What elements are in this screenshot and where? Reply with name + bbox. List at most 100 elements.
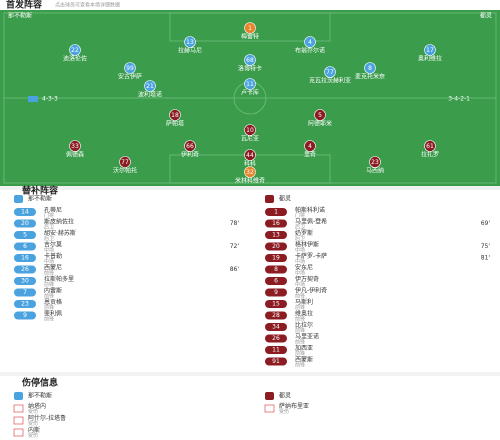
bench-name[interactable]: 加西亚 [295, 344, 313, 352]
bench-name[interactable]: 伊万契奇 [295, 275, 319, 283]
player-token[interactable] [169, 109, 181, 121]
bench-name[interactable]: 马里佩-登希 [295, 218, 327, 226]
injury-icon [264, 404, 275, 413]
bench-position: 门将 [295, 212, 305, 219]
bench-name[interactable]: 马斯利 [295, 298, 313, 306]
bench-name[interactable]: 格林伊斯 [295, 241, 319, 249]
player-number: 1 [248, 25, 252, 32]
divider [0, 372, 500, 376]
header-bg [0, 0, 500, 10]
player-name: 奥利维拉 [418, 55, 442, 63]
bench-name[interactable]: 胡安·赫苏斯 [44, 229, 76, 237]
player-token[interactable] [304, 140, 316, 152]
bench-name[interactable]: 卡普勒 [44, 252, 62, 260]
player-token[interactable] [369, 156, 381, 168]
player-number: 61 [426, 143, 434, 150]
player-token[interactable] [184, 140, 196, 152]
injury-name: 阿什尔-拉塔鲁 [28, 414, 66, 422]
bench-name[interactable]: 斯皮纳佐拉 [44, 218, 74, 226]
player-name: 伊利奇 [181, 151, 199, 159]
team-name: 都灵 [279, 392, 291, 400]
bench-position: 后卫 [44, 235, 54, 242]
player-token[interactable] [144, 80, 156, 92]
player-name: 拉扎罗 [421, 151, 439, 159]
bench-number: 13 [272, 232, 280, 239]
player-number: 21 [146, 83, 154, 90]
bench-name[interactable]: 拉斯帕多里 [44, 275, 74, 283]
player-name: 迪洛伦佐 [63, 55, 87, 63]
player-token[interactable] [364, 62, 376, 74]
bench-number: 5 [23, 232, 27, 239]
player-token[interactable] [314, 109, 326, 121]
player-number: 77 [121, 159, 129, 166]
player-number: 32 [246, 169, 254, 176]
bench-position: 前锋 [44, 304, 54, 311]
player-token[interactable] [244, 124, 256, 136]
bench-number: 23 [21, 301, 29, 308]
bench-name[interactable]: 维奥拉 [295, 310, 313, 318]
player-name: 布翁乔尔诺 [295, 47, 325, 55]
player-token[interactable] [69, 140, 81, 152]
player-token[interactable] [304, 36, 316, 48]
bench-position: 中场 [295, 270, 305, 277]
player-name: 米林科维奇 [235, 177, 265, 185]
bench-position: 前锋 [44, 270, 54, 277]
bench-number: 91 [272, 358, 280, 365]
player-token[interactable] [424, 140, 436, 152]
player-token[interactable] [244, 54, 256, 66]
bench-number-pill [265, 357, 287, 366]
sub-time: 86' [230, 266, 240, 273]
bench-name[interactable]: 帕斯科利诺 [295, 206, 325, 214]
bench-position: 中场 [44, 247, 54, 254]
player-token[interactable] [244, 78, 256, 90]
away-team-label: 都灵 [480, 12, 492, 20]
bench-position: 前锋 [44, 281, 54, 288]
player-token[interactable] [184, 36, 196, 48]
bench-position: 中场 [295, 281, 305, 288]
bench-number: 8 [274, 266, 278, 273]
player-token[interactable] [244, 166, 256, 178]
bench-number-pill [14, 277, 36, 285]
bench-position: 前锋 [295, 362, 305, 369]
bench-name[interactable]: 安东尼 [295, 264, 313, 272]
player-token[interactable] [124, 62, 136, 74]
bench-number: 1 [274, 209, 278, 216]
bench-name[interactable]: 伊凡-伊利奇 [295, 287, 327, 295]
bench-name[interactable]: 西蒙斯 [295, 356, 313, 364]
bench-number: 26 [272, 335, 280, 342]
player-name: 萨帕塔 [166, 120, 184, 128]
bench-name[interactable]: 恩贡格 [44, 298, 62, 306]
player-name: 梅雷特 [241, 33, 259, 41]
bench-name[interactable]: 孔蒂尼 [44, 206, 62, 214]
player-token[interactable] [244, 149, 256, 161]
bench-name[interactable]: 马里亚诺 [295, 333, 319, 341]
bench-number: 14 [21, 209, 29, 216]
bench-position: 中场 [44, 258, 54, 265]
bench-name[interactable]: 吉尔莫 [44, 241, 62, 249]
bench-name[interactable]: 西蒙尼 [44, 264, 62, 272]
sub-time: 81' [481, 255, 491, 262]
player-token[interactable] [424, 44, 436, 56]
bench-position: 中场 [295, 247, 305, 254]
player-number: 8 [368, 65, 372, 72]
bench-number: 15 [272, 301, 280, 308]
player-token[interactable] [324, 66, 336, 78]
bench-name[interactable]: 卡萨罗-卡萨 [295, 252, 327, 260]
bench-number-pill [14, 311, 36, 320]
bench-name[interactable]: 内雷斯 [44, 287, 62, 295]
bench-name[interactable]: 比拉尔 [295, 321, 313, 329]
pitch-lines [3, 12, 497, 184]
injury-reason: 受伤 [28, 420, 38, 427]
player-token[interactable] [119, 156, 131, 168]
sub-time: 78' [230, 220, 240, 227]
bench-position: 前锋 [295, 327, 305, 334]
player-token[interactable] [69, 44, 81, 56]
player-name: 科科 [244, 160, 256, 168]
bench-position: 门将 [44, 212, 54, 219]
bench-name[interactable]: 斐利佩 [44, 310, 62, 318]
player-number: 22 [71, 47, 79, 54]
bench-name[interactable]: 奶罗斯 [295, 229, 313, 237]
player-token[interactable] [244, 22, 256, 34]
sub-time: 69' [481, 220, 491, 227]
bench-number-pill [14, 231, 36, 239]
